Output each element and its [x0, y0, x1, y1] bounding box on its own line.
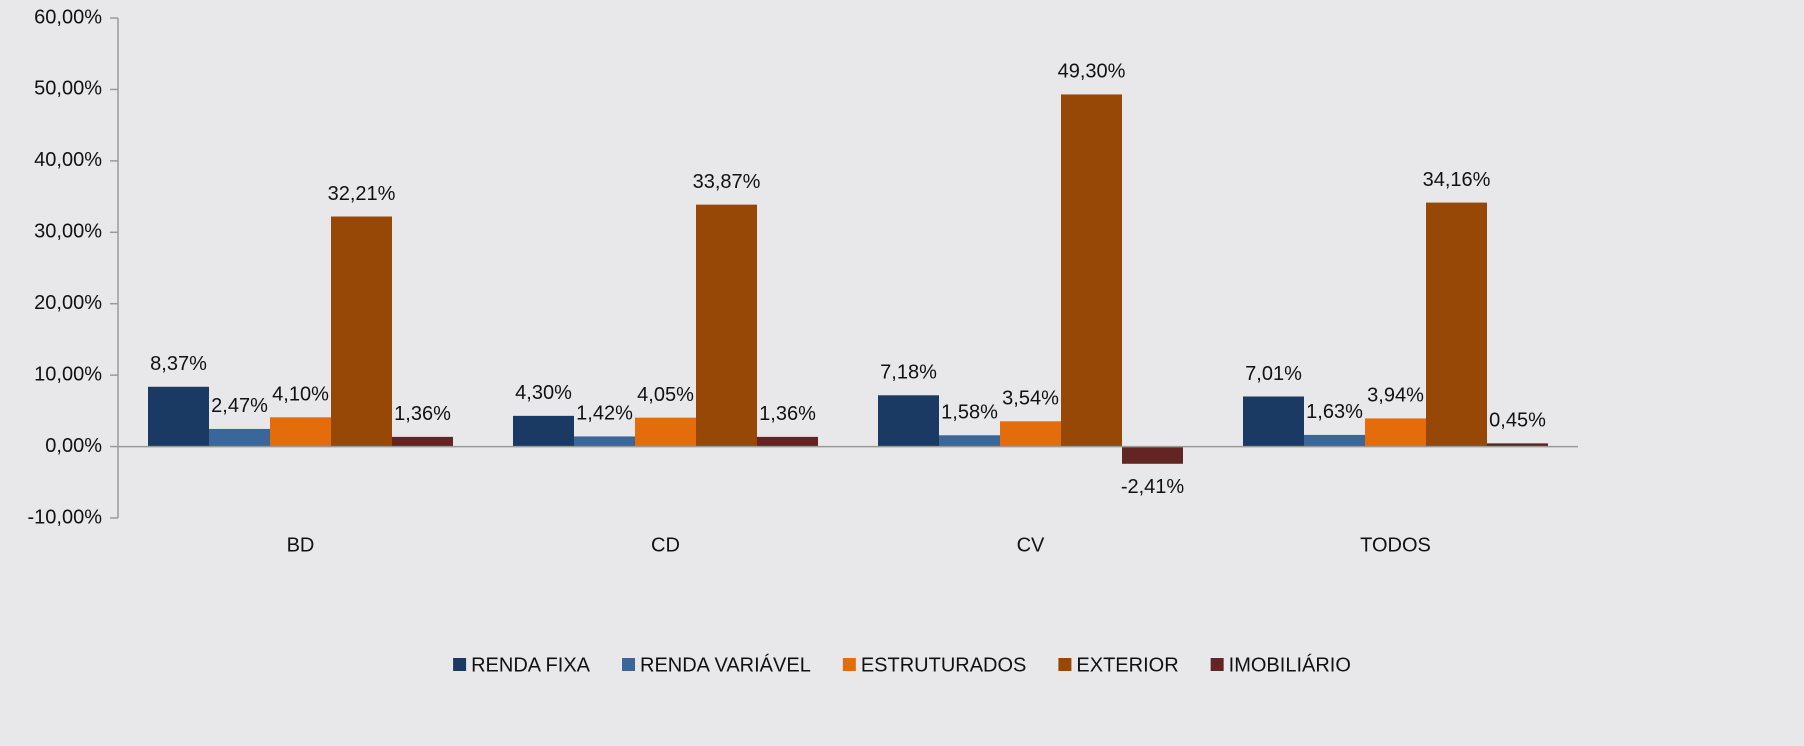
- value-label: 4,30%: [515, 382, 572, 404]
- bar: [878, 395, 939, 447]
- bar: [1122, 446, 1183, 464]
- value-label: 1,42%: [576, 403, 633, 425]
- bar: [1426, 202, 1487, 447]
- bar: [1000, 421, 1061, 447]
- bar: [209, 428, 270, 447]
- value-label: 1,58%: [941, 402, 998, 424]
- x-tick-label: BD: [287, 534, 315, 556]
- y-tick-label: -10,00%: [28, 506, 103, 528]
- legend-label: RENDA VARIÁVEL: [640, 653, 811, 676]
- value-label: 33,87%: [693, 171, 761, 193]
- legend-label: IMOBILIÁRIO: [1229, 653, 1351, 676]
- legend-swatch: [622, 658, 636, 671]
- legend-swatch: [842, 658, 856, 671]
- bar: [392, 436, 453, 447]
- value-label: -2,41%: [1121, 476, 1185, 498]
- value-label: 2,47%: [211, 395, 268, 417]
- value-label: 1,36%: [759, 403, 816, 425]
- value-label: 32,21%: [328, 183, 396, 205]
- legend-swatch: [1058, 658, 1072, 671]
- bar: [635, 417, 696, 447]
- bar: [513, 415, 574, 447]
- value-label: 49,30%: [1058, 61, 1126, 83]
- y-tick-label: 10,00%: [34, 363, 102, 385]
- value-label: 3,94%: [1367, 385, 1424, 407]
- bar: [1304, 434, 1365, 447]
- y-tick-label: 60,00%: [34, 6, 102, 28]
- value-label: 1,36%: [394, 403, 451, 425]
- y-tick-label: 40,00%: [34, 149, 102, 171]
- legend-swatch: [453, 658, 467, 671]
- y-tick-label: 0,00%: [45, 435, 102, 457]
- legend-label: RENDA FIXA: [471, 654, 591, 676]
- bar: [331, 216, 392, 447]
- value-label: 7,01%: [1245, 363, 1302, 385]
- bar: [1243, 396, 1304, 447]
- value-label: 7,18%: [880, 362, 937, 384]
- y-tick-label: 50,00%: [34, 78, 102, 100]
- bar: [574, 436, 635, 447]
- y-tick-label: 20,00%: [34, 292, 102, 314]
- value-label: 3,54%: [1002, 388, 1059, 410]
- x-tick-label: TODOS: [1360, 534, 1431, 556]
- bar: [1061, 94, 1122, 447]
- x-tick-label: CV: [1017, 534, 1045, 556]
- bar: [757, 436, 818, 447]
- value-label: 1,63%: [1306, 401, 1363, 423]
- bar: [1365, 418, 1426, 447]
- bar: [696, 204, 757, 447]
- bar: [1487, 443, 1548, 447]
- value-label: 8,37%: [150, 353, 207, 375]
- value-label: 4,10%: [272, 384, 329, 406]
- value-label: 0,45%: [1489, 410, 1546, 432]
- bar: [270, 417, 331, 447]
- x-tick-label: CD: [651, 534, 680, 556]
- legend-label: ESTRUTURADOS: [861, 654, 1027, 676]
- bar: [939, 435, 1000, 447]
- value-label: 34,16%: [1423, 169, 1491, 191]
- legend-label: EXTERIOR: [1076, 654, 1178, 676]
- y-tick-label: 30,00%: [34, 221, 102, 243]
- legend-swatch: [1210, 658, 1224, 671]
- value-label: 4,05%: [637, 384, 694, 406]
- bar: [148, 386, 209, 447]
